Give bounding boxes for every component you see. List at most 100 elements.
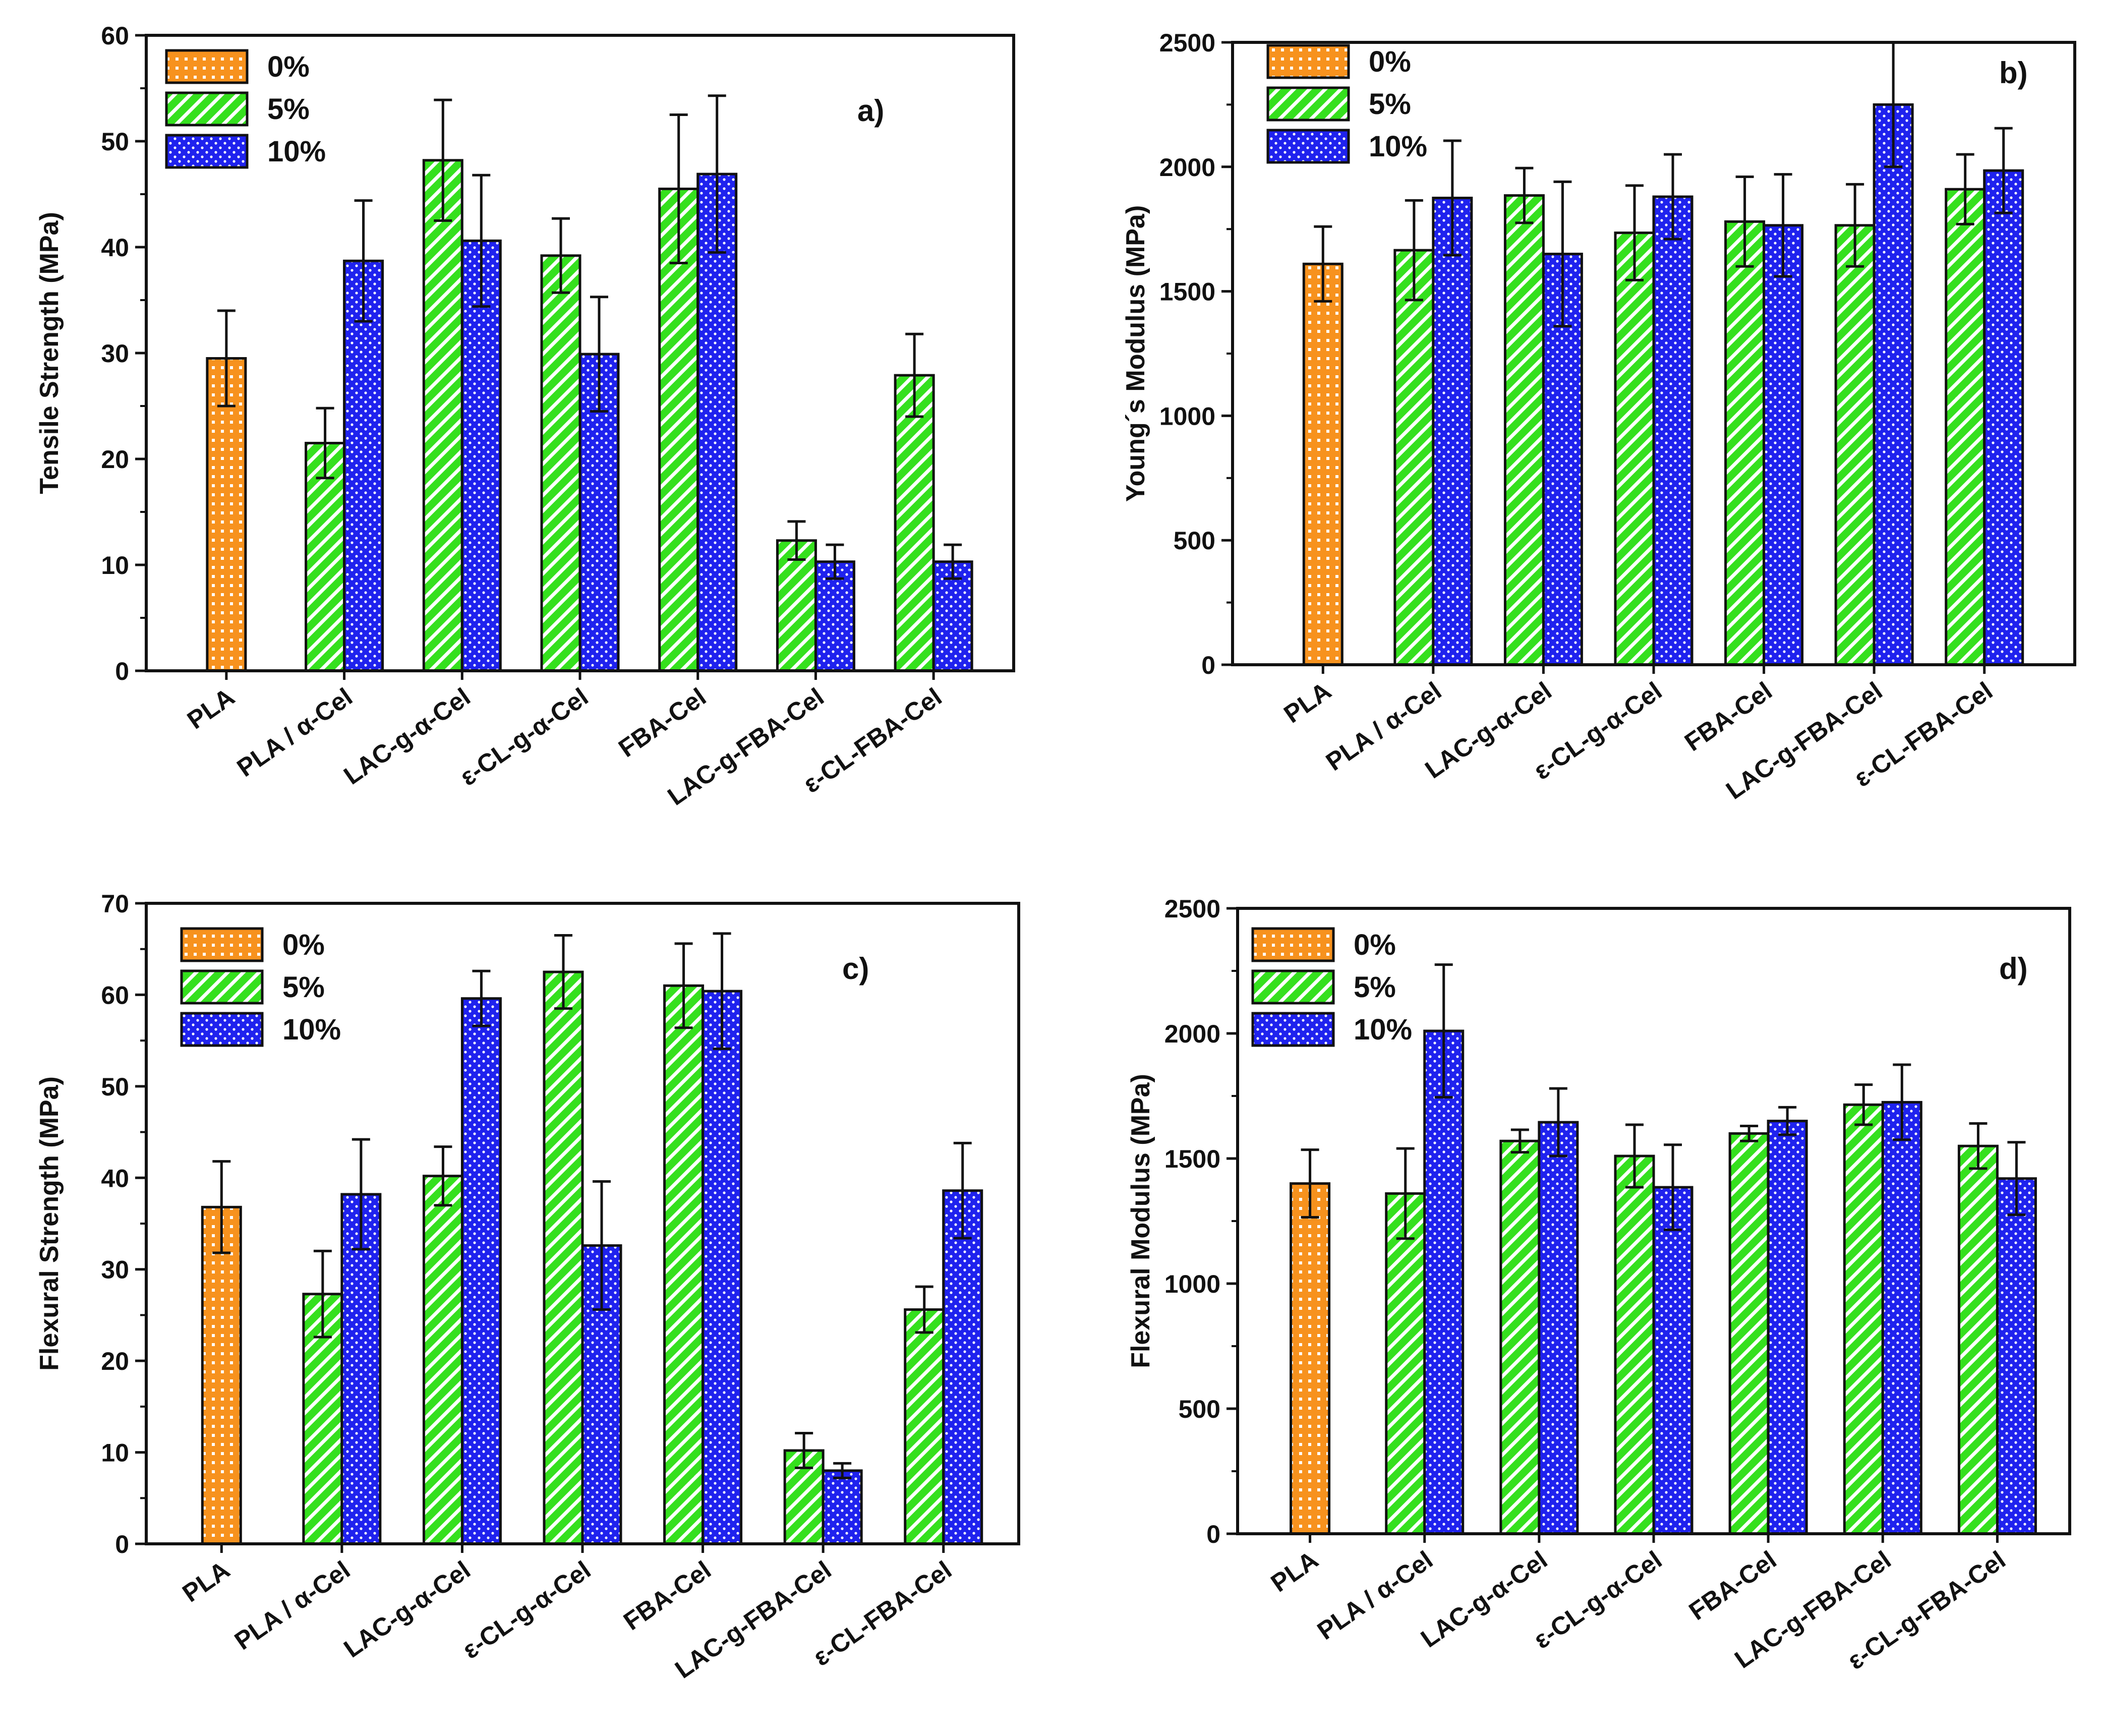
legend-swatch-c-1 <box>180 969 264 1005</box>
bar-b-5pct-3 <box>1614 232 1655 666</box>
bar-b-10pct-4 <box>1763 224 1804 666</box>
bar-d-10pct-4 <box>1767 1120 1808 1535</box>
error-bar-c-10pct-3 <box>593 1180 611 1311</box>
error-bar-b-5pct-4 <box>1735 176 1754 268</box>
legend-swatch-b-1 <box>1266 86 1350 122</box>
bar-b-10pct-6 <box>1983 169 2024 666</box>
bar-a-5pct-5 <box>776 539 817 672</box>
bar-d-10pct-2 <box>1538 1121 1579 1535</box>
legend-label-b-2: 10% <box>1369 130 1427 163</box>
bar-d-10pct-5 <box>1881 1101 1922 1535</box>
error-bar-c-10pct-4 <box>713 932 731 1050</box>
error-bar-d-10pct-3 <box>1664 1143 1682 1231</box>
y-tick-label-d-2: 1000 <box>1164 1270 1220 1298</box>
error-bar-b-5pct-2 <box>1515 166 1534 224</box>
legend-label-c-1: 5% <box>282 971 325 1004</box>
y-axis-title-c: Flexural Strength (MPa) <box>35 1076 64 1371</box>
legend-c: 0% 5% 10% <box>180 927 341 1047</box>
legend-label-b-0: 0% <box>1369 45 1411 78</box>
error-bar-b-5pct-3 <box>1625 184 1644 281</box>
y-tick-label-d-0: 0 <box>1206 1520 1220 1548</box>
legend-label-c-0: 0% <box>282 929 325 961</box>
error-bar-a-10pct-5 <box>826 543 844 580</box>
error-bar-c-5pct-3 <box>554 934 572 1010</box>
bar-a-5pct-2 <box>422 159 463 672</box>
legend-label-a-0: 0% <box>267 50 310 83</box>
x-category-label-a-0: PLA <box>182 682 240 734</box>
bar-c-10pct-2 <box>460 997 502 1545</box>
error-bar-d-10pct-2 <box>1549 1087 1567 1158</box>
error-bar-b-5pct-5 <box>1846 183 1864 268</box>
bar-c-10pct-1 <box>340 1193 382 1545</box>
y-tick-label-d-1: 500 <box>1179 1395 1220 1423</box>
y-tick-label-a-6: 60 <box>101 22 129 50</box>
y-tick-label-b-3: 1500 <box>1159 278 1215 306</box>
y-tick-label-c-3: 30 <box>101 1256 129 1284</box>
bar-b-5pct-5 <box>1834 224 1876 666</box>
error-bar-c-10pct-1 <box>352 1138 370 1251</box>
y-tick-label-c-6: 60 <box>101 981 129 1009</box>
legend-d: 0% 5% 10% <box>1251 927 1412 1047</box>
x-category-label-d-3: ε-CL-g-α-Cel <box>1529 1545 1667 1654</box>
bar-b-5pct-2 <box>1503 194 1545 666</box>
bar-d-5pct-3 <box>1614 1154 1655 1535</box>
x-category-label-c-1: PLA / α-Cel <box>229 1555 355 1655</box>
bar-a-0pct-0 <box>206 357 247 672</box>
error-bar-c-10pct-5 <box>833 1462 852 1479</box>
error-bar-d-5pct-3 <box>1625 1123 1644 1189</box>
bar-c-5pct-2 <box>422 1175 463 1545</box>
error-bar-d-0pct-0 <box>1301 1148 1319 1219</box>
x-category-label-a-4: FBA-Cel <box>613 682 711 763</box>
y-axis-title-a: Tensile Strength (MPa) <box>35 212 64 494</box>
bar-c-10pct-4 <box>702 990 743 1545</box>
y-tick-label-a-3: 30 <box>101 339 129 368</box>
bar-c-5pct-4 <box>663 984 705 1545</box>
y-tick-label-d-5: 2500 <box>1164 895 1220 923</box>
legend-swatch-d-0 <box>1251 927 1335 962</box>
error-bar-c-10pct-6 <box>953 1141 972 1240</box>
legend-label-a-2: 10% <box>267 135 326 168</box>
x-category-label-d-4: FBA-Cel <box>1684 1545 1782 1626</box>
bar-a-5pct-6 <box>894 374 935 672</box>
panel-label-d: d) <box>1999 952 2028 986</box>
y-tick-label-b-0: 0 <box>1201 651 1215 679</box>
error-bar-a-0pct-0 <box>217 309 236 408</box>
error-bar-b-10pct-1 <box>1443 139 1462 257</box>
error-bar-c-5pct-4 <box>674 942 693 1029</box>
bar-c-5pct-3 <box>543 970 584 1545</box>
error-bar-b-10pct-6 <box>1994 127 2013 214</box>
y-tick-label-a-0: 0 <box>115 657 129 685</box>
bar-d-5pct-2 <box>1499 1139 1541 1535</box>
y-tick-label-b-4: 2000 <box>1159 153 1215 182</box>
legend-swatch-a-2 <box>165 134 249 169</box>
x-category-label-a-3: ε-CL-g-α-Cel <box>455 682 594 791</box>
y-tick-label-b-2: 1000 <box>1159 402 1215 430</box>
y-tick-label-b-5: 2500 <box>1159 29 1215 57</box>
x-category-label-d-0: PLA <box>1266 1545 1323 1597</box>
error-bar-c-10pct-2 <box>472 969 491 1027</box>
legend-a: 0% 5% 10% <box>165 49 326 169</box>
panel-label-c: c) <box>842 952 869 986</box>
y-tick-label-d-4: 2000 <box>1164 1020 1220 1048</box>
bar-d-5pct-5 <box>1843 1103 1884 1535</box>
x-category-label-b-0: PLA <box>1279 676 1336 728</box>
error-bar-d-5pct-6 <box>1969 1122 1988 1170</box>
error-bar-a-5pct-1 <box>316 407 334 480</box>
legend-label-d-2: 10% <box>1354 1013 1412 1046</box>
bar-b-5pct-1 <box>1393 249 1435 666</box>
error-bar-d-10pct-4 <box>1778 1106 1797 1136</box>
legend-b: 0% 5% 10% <box>1266 44 1427 164</box>
legend-label-d-1: 5% <box>1354 971 1396 1004</box>
y-tick-label-c-7: 70 <box>101 890 129 918</box>
error-bar-c-5pct-1 <box>313 1249 332 1339</box>
y-tick-label-a-4: 40 <box>101 234 129 262</box>
bar-c-10pct-5 <box>822 1469 863 1545</box>
error-bar-a-10pct-6 <box>944 543 962 580</box>
error-bar-d-5pct-4 <box>1740 1125 1759 1142</box>
panel-label-a: a) <box>857 94 884 128</box>
error-bar-d-10pct-5 <box>1893 1063 1911 1141</box>
y-tick-label-d-3: 1500 <box>1164 1145 1220 1173</box>
